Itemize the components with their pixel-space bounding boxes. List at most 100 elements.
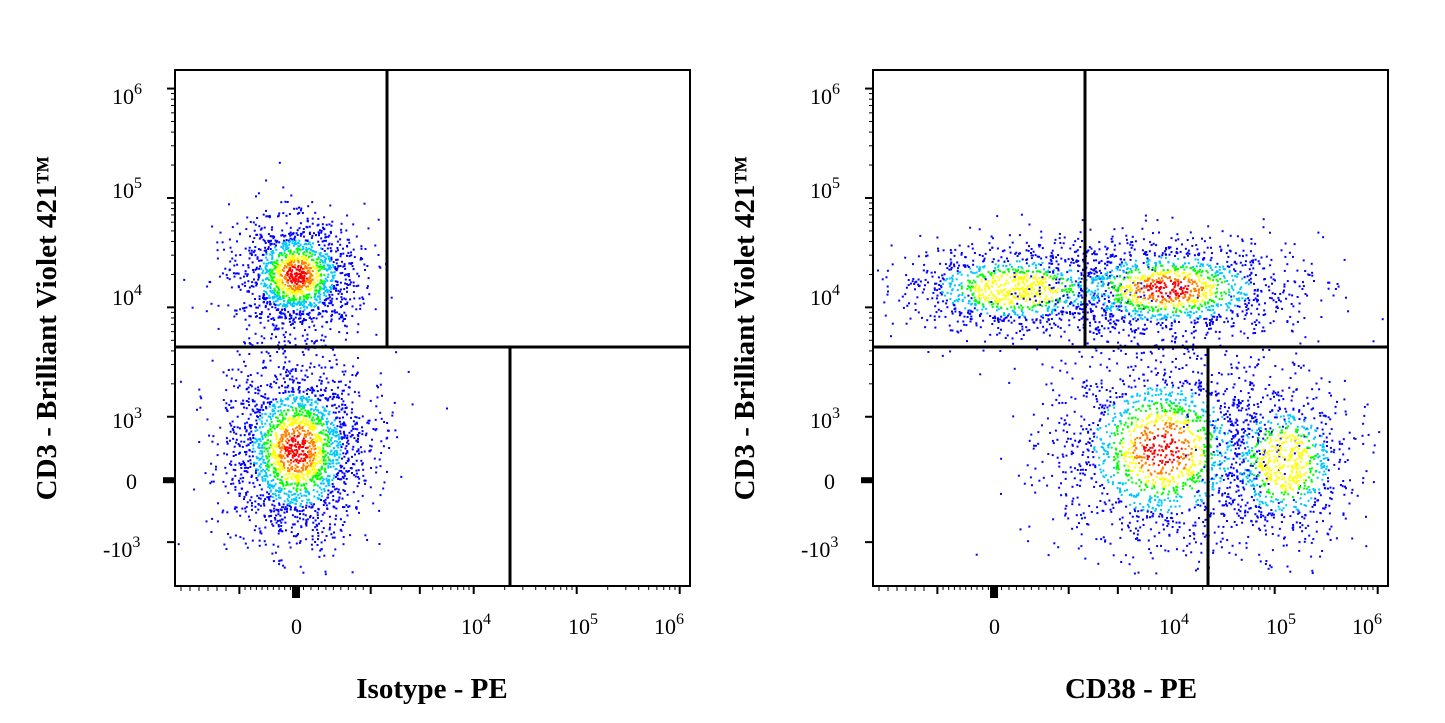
data-point <box>240 463 243 465</box>
data-point <box>303 422 306 425</box>
data-point <box>1172 314 1175 317</box>
data-point <box>276 417 279 420</box>
data-point <box>1183 275 1186 278</box>
data-point <box>331 293 334 296</box>
data-point <box>277 460 280 463</box>
data-point <box>1098 299 1101 302</box>
data-point <box>278 502 281 505</box>
data-point <box>943 294 946 297</box>
data-point <box>301 277 304 280</box>
data-point <box>288 360 291 363</box>
data-point <box>356 422 358 425</box>
data-point <box>237 443 240 445</box>
data-point <box>311 438 314 441</box>
data-point <box>272 448 275 451</box>
data-point <box>335 262 338 265</box>
data-point <box>1041 284 1044 287</box>
data-point <box>267 415 270 418</box>
data-point <box>342 421 345 424</box>
data-point <box>1104 267 1107 270</box>
data-point <box>1025 292 1028 295</box>
data-point <box>279 252 281 254</box>
data-point <box>305 296 308 299</box>
data-point <box>1037 263 1040 266</box>
data-point <box>353 297 356 300</box>
data-point <box>243 360 245 363</box>
data-point <box>263 226 266 229</box>
data-point <box>247 515 250 518</box>
data-point <box>331 313 334 316</box>
data-point <box>1018 260 1021 263</box>
data-point <box>1063 289 1066 292</box>
data-point <box>310 404 313 407</box>
data-point <box>992 258 995 261</box>
data-point <box>242 476 245 479</box>
data-point <box>1011 241 1014 244</box>
data-point <box>993 319 996 322</box>
data-point <box>245 444 248 447</box>
data-point <box>298 253 301 256</box>
data-point <box>939 262 942 265</box>
data-point <box>994 280 997 283</box>
data-point <box>314 394 317 397</box>
data-point <box>316 409 319 412</box>
data-point <box>328 515 331 518</box>
data-point <box>313 324 316 327</box>
data-point <box>938 288 941 291</box>
data-point <box>285 277 288 279</box>
data-point <box>344 267 347 270</box>
data-point <box>252 447 255 450</box>
data-point <box>305 277 308 280</box>
data-point <box>288 416 291 419</box>
data-point <box>342 430 345 433</box>
data-point <box>1188 299 1191 302</box>
data-point <box>313 465 316 468</box>
data-point <box>300 395 303 398</box>
data-point <box>992 317 995 319</box>
data-point <box>347 251 350 254</box>
data-point <box>1020 266 1023 269</box>
data-point <box>358 477 361 480</box>
data-point <box>982 319 985 322</box>
data-point <box>269 444 272 447</box>
data-point <box>246 273 249 276</box>
data-point <box>304 490 307 493</box>
data-point <box>1044 298 1047 301</box>
data-point <box>309 280 312 283</box>
data-point <box>1019 271 1021 274</box>
data-point <box>328 432 331 435</box>
data-point <box>1001 274 1004 277</box>
data-point <box>279 423 282 426</box>
data-point <box>1073 294 1076 297</box>
data-point <box>1050 255 1052 258</box>
data-point <box>293 285 296 288</box>
data-point <box>314 526 317 529</box>
data-point <box>258 452 261 455</box>
data-point <box>1039 271 1042 273</box>
data-point <box>311 469 314 472</box>
data-point <box>283 336 286 339</box>
data-point <box>247 264 250 267</box>
data-point <box>1114 327 1117 330</box>
data-point <box>235 432 238 435</box>
data-point <box>284 356 287 359</box>
data-point <box>328 266 331 269</box>
data-point <box>324 450 327 453</box>
data-point <box>277 494 280 497</box>
data-point <box>290 466 293 469</box>
data-point <box>370 445 373 448</box>
data-point <box>938 315 941 318</box>
data-point <box>294 475 297 478</box>
data-point <box>318 436 321 439</box>
data-point <box>968 300 971 302</box>
data-point <box>1127 301 1129 304</box>
data-point <box>290 259 293 262</box>
data-point <box>352 284 355 287</box>
data-point <box>295 377 298 380</box>
data-point <box>1013 310 1015 313</box>
data-point <box>311 391 314 394</box>
data-point <box>300 426 303 429</box>
data-point <box>280 489 283 492</box>
data-point <box>1012 296 1015 299</box>
data-point <box>257 275 260 278</box>
